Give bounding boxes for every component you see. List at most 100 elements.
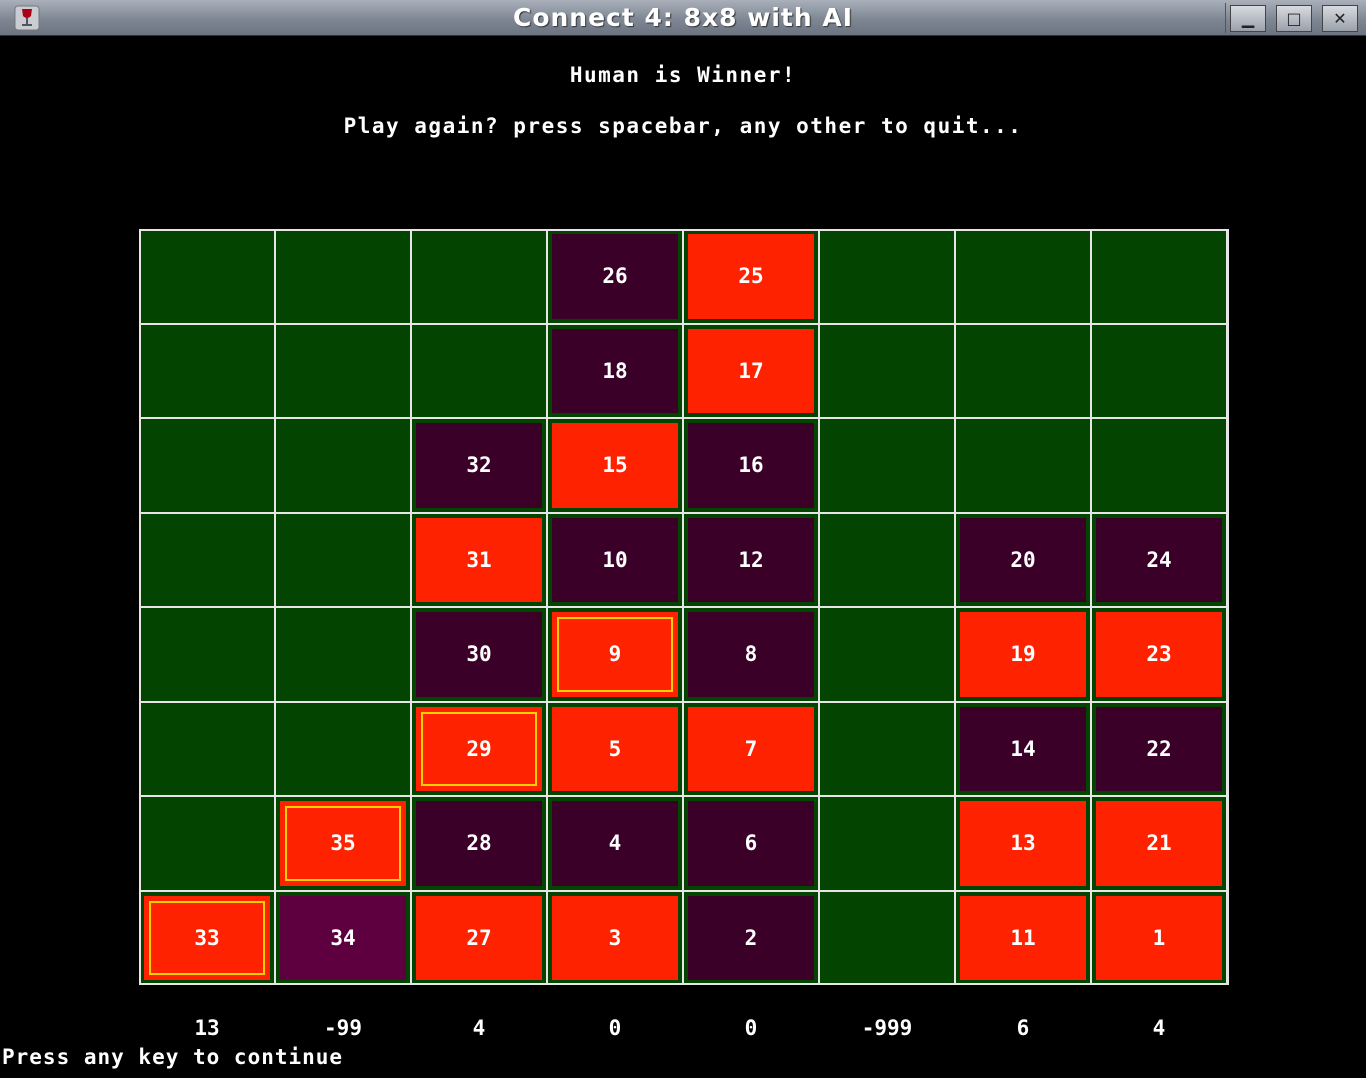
board-cell[interactable] bbox=[139, 512, 275, 607]
board-cell[interactable]: 33 bbox=[139, 890, 275, 985]
move-number: 15 bbox=[602, 453, 628, 478]
column-score: 4 bbox=[1152, 1016, 1166, 1040]
board-cell[interactable] bbox=[819, 229, 955, 324]
board-cell[interactable] bbox=[275, 607, 411, 702]
board-cell[interactable]: 3 bbox=[547, 890, 683, 985]
title-bar[interactable]: Connect 4: 8x8 with AI ▁ □ ✕ bbox=[0, 0, 1366, 36]
move-number: 25 bbox=[738, 264, 764, 289]
ai-piece: 34 bbox=[280, 895, 406, 980]
board-cell[interactable] bbox=[139, 607, 275, 702]
board-cell[interactable]: 32 bbox=[411, 418, 547, 513]
board-cell[interactable]: 17 bbox=[683, 323, 819, 418]
minimize-button[interactable]: ▁ bbox=[1230, 5, 1266, 32]
board-cell[interactable]: 8 bbox=[683, 607, 819, 702]
board-cell[interactable]: 27 bbox=[411, 890, 547, 985]
board-cell[interactable]: 30 bbox=[411, 607, 547, 702]
board-cell[interactable] bbox=[275, 512, 411, 607]
human-piece: 1 bbox=[1096, 895, 1222, 980]
ai-piece: 4 bbox=[552, 801, 678, 886]
human-piece: 23 bbox=[1096, 612, 1222, 697]
board-cell[interactable]: 5 bbox=[547, 701, 683, 796]
board-cell[interactable]: 11 bbox=[955, 890, 1091, 985]
board-cell[interactable] bbox=[819, 701, 955, 796]
board-cell[interactable] bbox=[1091, 323, 1227, 418]
board-cell[interactable] bbox=[139, 701, 275, 796]
board-cell[interactable]: 26 bbox=[547, 229, 683, 324]
game-board[interactable]: 26 25 18 17 32 15 16 31 10 12 20 24 30 9 8 19 23 29 5 7 14 22… bbox=[139, 229, 1229, 985]
move-number: 17 bbox=[738, 358, 764, 383]
board-cell[interactable]: 22 bbox=[1091, 701, 1227, 796]
board-cell[interactable] bbox=[955, 418, 1091, 513]
board-cell[interactable] bbox=[275, 418, 411, 513]
board-cell[interactable]: 15 bbox=[547, 418, 683, 513]
board-cell[interactable] bbox=[819, 323, 955, 418]
human-piece: 27 bbox=[416, 895, 542, 980]
board-cell[interactable]: 34 bbox=[275, 890, 411, 985]
board-cell[interactable] bbox=[139, 796, 275, 891]
close-button[interactable]: ✕ bbox=[1322, 5, 1358, 32]
move-number: 23 bbox=[1146, 642, 1172, 667]
board-cell[interactable] bbox=[411, 323, 547, 418]
board-cell[interactable]: 6 bbox=[683, 796, 819, 891]
move-number: 27 bbox=[466, 925, 492, 950]
board-cell[interactable]: 31 bbox=[411, 512, 547, 607]
board-cell[interactable]: 2 bbox=[683, 890, 819, 985]
board-cell[interactable] bbox=[955, 229, 1091, 324]
wine-glass-icon[interactable] bbox=[14, 5, 40, 31]
board-cell[interactable] bbox=[955, 323, 1091, 418]
winning-highlight bbox=[149, 900, 265, 975]
board-cell[interactable] bbox=[1091, 229, 1227, 324]
winning-highlight bbox=[285, 806, 401, 881]
board-cell[interactable] bbox=[819, 418, 955, 513]
board-cell[interactable]: 1 bbox=[1091, 890, 1227, 985]
move-number: 34 bbox=[330, 925, 356, 950]
board-cell[interactable] bbox=[411, 229, 547, 324]
board-cell[interactable] bbox=[275, 323, 411, 418]
human-piece: 25 bbox=[688, 234, 814, 319]
board-cell[interactable]: 25 bbox=[683, 229, 819, 324]
winner-message: Human is Winner! bbox=[569, 63, 797, 87]
board-cell[interactable] bbox=[139, 323, 275, 418]
ai-piece: 10 bbox=[552, 517, 678, 602]
move-number: 14 bbox=[1010, 736, 1036, 761]
board-cell[interactable]: 14 bbox=[955, 701, 1091, 796]
column-score: 0 bbox=[608, 1016, 622, 1040]
column-score: -99 bbox=[324, 1016, 362, 1040]
move-number: 28 bbox=[466, 831, 492, 856]
board-cell[interactable]: 10 bbox=[547, 512, 683, 607]
board-cell[interactable]: 35 bbox=[275, 796, 411, 891]
human-piece: 35 bbox=[280, 801, 406, 886]
board-cell[interactable]: 16 bbox=[683, 418, 819, 513]
board-cell[interactable] bbox=[275, 701, 411, 796]
board-cell[interactable] bbox=[275, 229, 411, 324]
human-piece: 33 bbox=[144, 895, 270, 980]
board-cell[interactable]: 21 bbox=[1091, 796, 1227, 891]
ai-piece: 20 bbox=[960, 517, 1086, 602]
board-cell[interactable] bbox=[819, 512, 955, 607]
board-cell[interactable] bbox=[819, 890, 955, 985]
move-number: 33 bbox=[194, 925, 220, 950]
board-cell[interactable]: 24 bbox=[1091, 512, 1227, 607]
board-cell[interactable] bbox=[819, 796, 955, 891]
maximize-button[interactable]: □ bbox=[1276, 5, 1312, 32]
board-cell[interactable]: 20 bbox=[955, 512, 1091, 607]
board-cell[interactable]: 19 bbox=[955, 607, 1091, 702]
board-cell[interactable]: 4 bbox=[547, 796, 683, 891]
window-title: Connect 4: 8x8 with AI bbox=[512, 3, 854, 32]
board-cell[interactable]: 7 bbox=[683, 701, 819, 796]
board-cell[interactable] bbox=[139, 418, 275, 513]
board-cell[interactable] bbox=[819, 607, 955, 702]
move-number: 26 bbox=[602, 264, 628, 289]
column-score: 6 bbox=[1016, 1016, 1030, 1040]
board-cell[interactable]: 29 bbox=[411, 701, 547, 796]
board-cell[interactable]: 13 bbox=[955, 796, 1091, 891]
board-cell[interactable]: 18 bbox=[547, 323, 683, 418]
board-cell[interactable] bbox=[1091, 418, 1227, 513]
board-cell[interactable]: 28 bbox=[411, 796, 547, 891]
board-cell[interactable]: 9 bbox=[547, 607, 683, 702]
move-number: 19 bbox=[1010, 642, 1036, 667]
board-cell[interactable]: 23 bbox=[1091, 607, 1227, 702]
move-number: 5 bbox=[608, 736, 622, 761]
board-cell[interactable]: 12 bbox=[683, 512, 819, 607]
board-cell[interactable] bbox=[139, 229, 275, 324]
